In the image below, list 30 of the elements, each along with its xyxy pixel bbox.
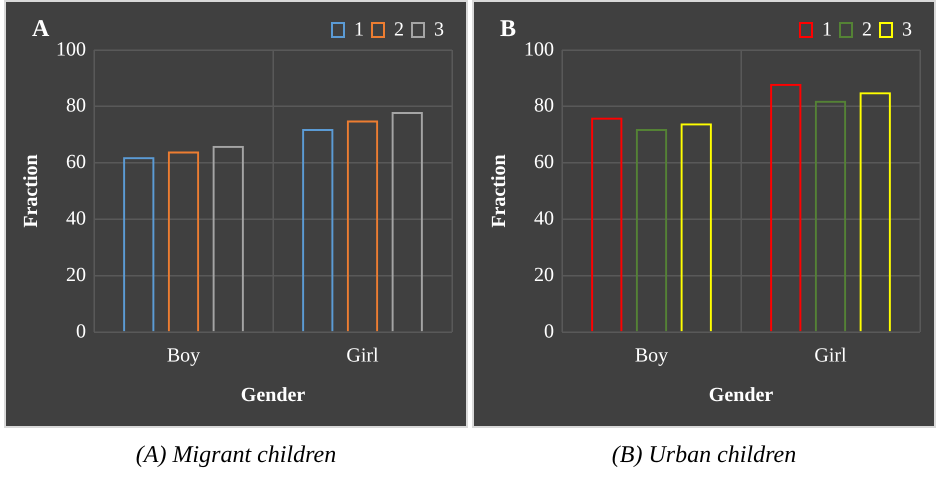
x-axis-title: Gender <box>708 384 774 406</box>
y-tick-label: 20 <box>66 264 86 286</box>
legend-label: 1 <box>822 18 832 40</box>
text: (A) Migrant children <box>134 442 338 469</box>
y-tick-label: 60 <box>66 151 86 174</box>
y-tick-label: 0 <box>544 320 554 342</box>
chart-title: A <box>32 16 50 43</box>
y-tick-label: 60 <box>534 151 554 174</box>
y-tick-label: 40 <box>534 207 554 230</box>
chart-title: B <box>500 16 516 43</box>
legend-label: 3 <box>434 18 444 40</box>
x-tick-label: Boy <box>634 344 668 366</box>
x-tick-label: Boy <box>166 344 200 366</box>
x-tick-label: Girl <box>346 344 380 366</box>
x-axis-title: Gender <box>240 384 306 406</box>
legend-label: 2 <box>394 18 404 40</box>
y-tick-label: 100 <box>56 38 86 60</box>
y-tick-label: 100 <box>524 38 554 60</box>
x-tick-label: Girl <box>814 344 848 366</box>
legend-label: 1 <box>354 18 364 40</box>
y-tick-label: 80 <box>534 94 554 117</box>
y-tick-label: 20 <box>534 264 554 286</box>
legend-label: 2 <box>862 18 872 40</box>
y-axis-title: Fraction <box>488 154 510 228</box>
y-tick-label: 80 <box>66 94 86 117</box>
y-axis-title: Fraction <box>20 154 42 228</box>
text: (B) Urban children <box>610 442 798 469</box>
y-tick-label: 0 <box>76 320 86 342</box>
y-tick-label: 40 <box>66 207 86 230</box>
legend-label: 3 <box>902 18 912 40</box>
